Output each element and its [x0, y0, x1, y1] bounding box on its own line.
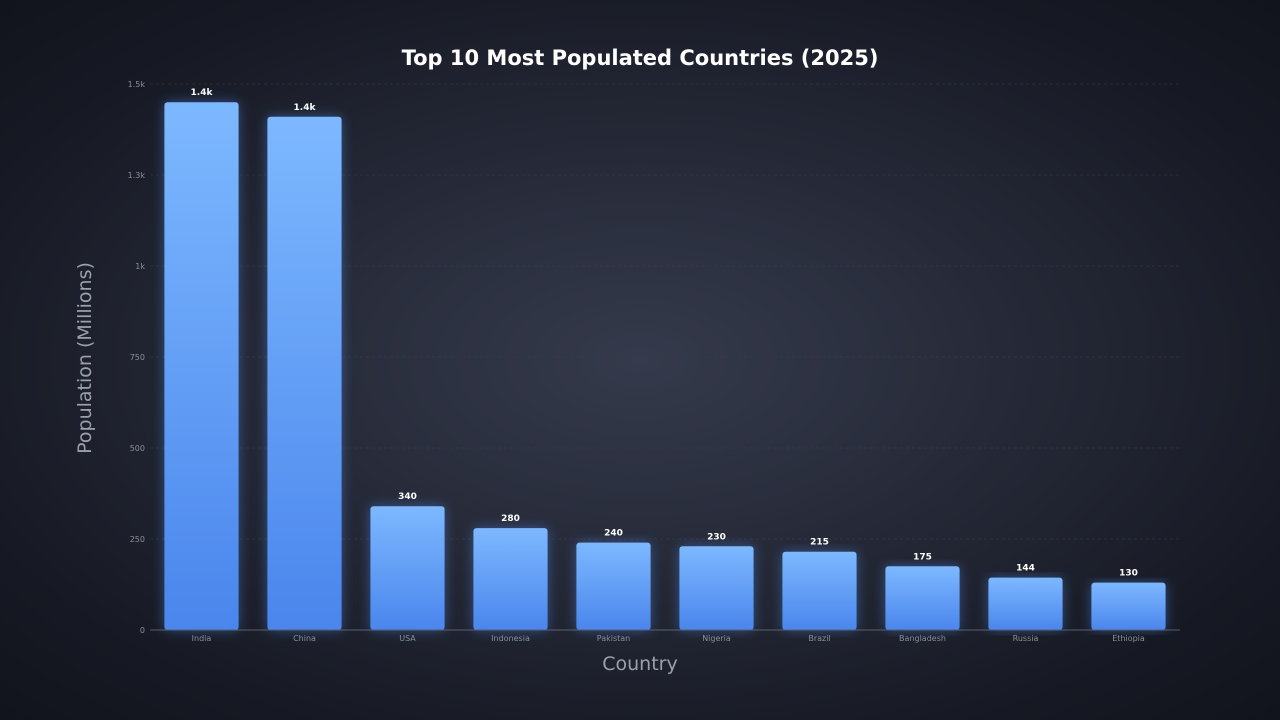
bar-china	[267, 116, 342, 630]
y-axis-label: Population (Millions)	[74, 262, 96, 454]
x-tick-label: Pakistan	[597, 634, 631, 643]
bar-india	[164, 102, 239, 630]
bar-bangladesh	[885, 566, 960, 630]
x-tick-label: Indonesia	[491, 634, 530, 643]
y-tick-label: 1.5k	[128, 80, 146, 89]
bar-russia	[988, 577, 1063, 630]
x-tick-label: Brazil	[808, 634, 830, 643]
x-tick-label: Bangladesh	[899, 634, 946, 643]
data-label: 1.4k	[294, 103, 317, 113]
bar-indonesia	[473, 528, 548, 630]
x-tick-label: Russia	[1013, 634, 1039, 643]
bar-nigeria	[679, 546, 754, 630]
bar-brazil	[782, 551, 857, 630]
y-tick-label: 500	[130, 444, 145, 453]
data-label: 130	[1119, 569, 1138, 579]
bar-ethiopia	[1091, 582, 1166, 630]
bars	[164, 102, 1166, 630]
data-label: 340	[398, 492, 417, 502]
data-label: 1.4k	[191, 88, 214, 98]
data-label: 175	[913, 552, 932, 562]
x-tick-label: China	[293, 634, 316, 643]
data-label: 144	[1016, 564, 1035, 574]
chart-title: Top 10 Most Populated Countries (2025)	[402, 46, 879, 70]
grid-lines	[150, 83, 1180, 540]
x-axis-ticks: India China USA Indonesia Pakistan Nigeria Bra…	[192, 634, 1145, 643]
data-label: 280	[501, 514, 520, 524]
y-tick-label: 250	[130, 535, 145, 544]
y-tick-label: 1k	[135, 262, 145, 271]
x-tick-label: USA	[399, 634, 416, 643]
bar-usa	[370, 506, 445, 630]
y-tick-label: 0	[140, 626, 145, 635]
bar-pakistan	[576, 542, 651, 630]
data-label: 230	[707, 532, 726, 542]
y-axis-ticks: 0 250 500 750 1k 1.3k 1.5k	[128, 80, 146, 635]
x-tick-label: India	[192, 634, 212, 643]
y-tick-label: 1.3k	[128, 171, 146, 180]
x-tick-label: Nigeria	[702, 634, 731, 643]
data-label: 215	[810, 538, 829, 548]
data-label: 240	[604, 529, 623, 539]
data-labels: 1.4k 1.4k 340 280 240 230 215 175 144 130	[191, 88, 1138, 578]
y-tick-label: 750	[130, 353, 145, 362]
x-tick-label: Ethiopia	[1112, 634, 1145, 643]
x-axis-label: Country	[602, 653, 677, 675]
